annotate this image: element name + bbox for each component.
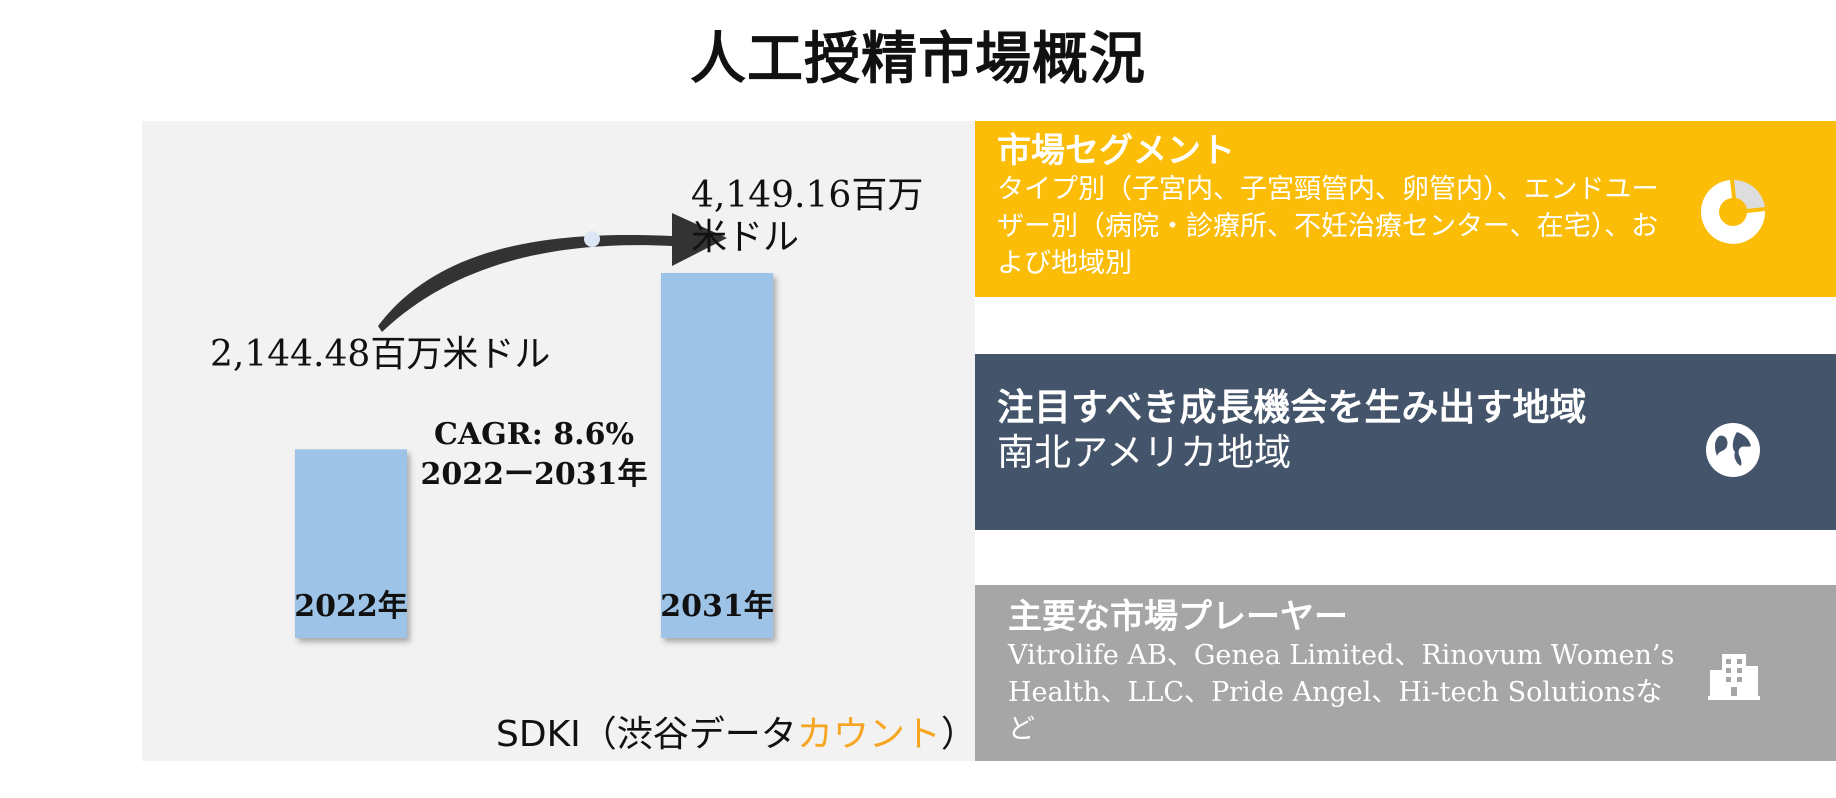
donut-chart-icon (1701, 180, 1766, 244)
bar-0 (295, 449, 407, 638)
cagr-period: 2022ー2031年 (420, 457, 648, 492)
segment-body: タイプ別（子宮内、子宮頸管内、卵管内）、エンドユーザー別（病院・診療所、不妊治療… (997, 174, 1659, 279)
page-title: 人工授精市場概況 (690, 26, 1146, 92)
bar-category-label-1: 2031年 (660, 589, 774, 624)
bar-chart-svg: 2022年 2031年 (294, 213, 774, 638)
players-heading: 主要な市場プレーヤー (1008, 597, 1348, 637)
segment-heading: 市場セグメント (997, 131, 1235, 171)
globe-icon (1706, 423, 1760, 477)
players-box: 主要な市場プレーヤー Vitrolife AB、Genea Limited、Ri… (975, 585, 1836, 761)
region-heading: 注目すべき成長機会を生み出す地域 (997, 385, 1587, 429)
cagr-annotation: CAGR: 8.6% 2022ー2031年 (404, 415, 664, 495)
bar-1 (661, 273, 773, 638)
source-suffix: ） (940, 714, 977, 755)
players-body: Vitrolife AB、Genea Limited、Rinovum Women… (1008, 640, 1675, 745)
market-chart: 2022年 2031年 2,144.48百万米ドル 4,149.16百万 米ドル … (142, 121, 977, 761)
growth-arrow (378, 213, 727, 332)
value-label-2031: 4,149.16百万 米ドル (691, 175, 924, 258)
source-accent: カウント (796, 714, 941, 755)
bar-category-label-0: 2022年 (294, 589, 408, 624)
region-body: 南北アメリカ地域 (997, 431, 1292, 474)
arrow-dot (584, 231, 600, 247)
segment-box: 市場セグメント タイプ別（子宮内、子宮頸管内、卵管内）、エンドユーザー別（病院・… (975, 121, 1836, 297)
buildings-icon (1708, 654, 1760, 700)
source-prefix: SDKI（渋谷データ (496, 714, 797, 755)
region-box: 注目すべき成長機会を生み出す地域 南北アメリカ地域 (975, 354, 1836, 530)
source-credit: SDKI（渋谷データカウント） (496, 705, 977, 757)
value-label-2022: 2,144.48百万米ドル (210, 334, 551, 375)
cagr-rate: CAGR: 8.6% (434, 417, 634, 452)
